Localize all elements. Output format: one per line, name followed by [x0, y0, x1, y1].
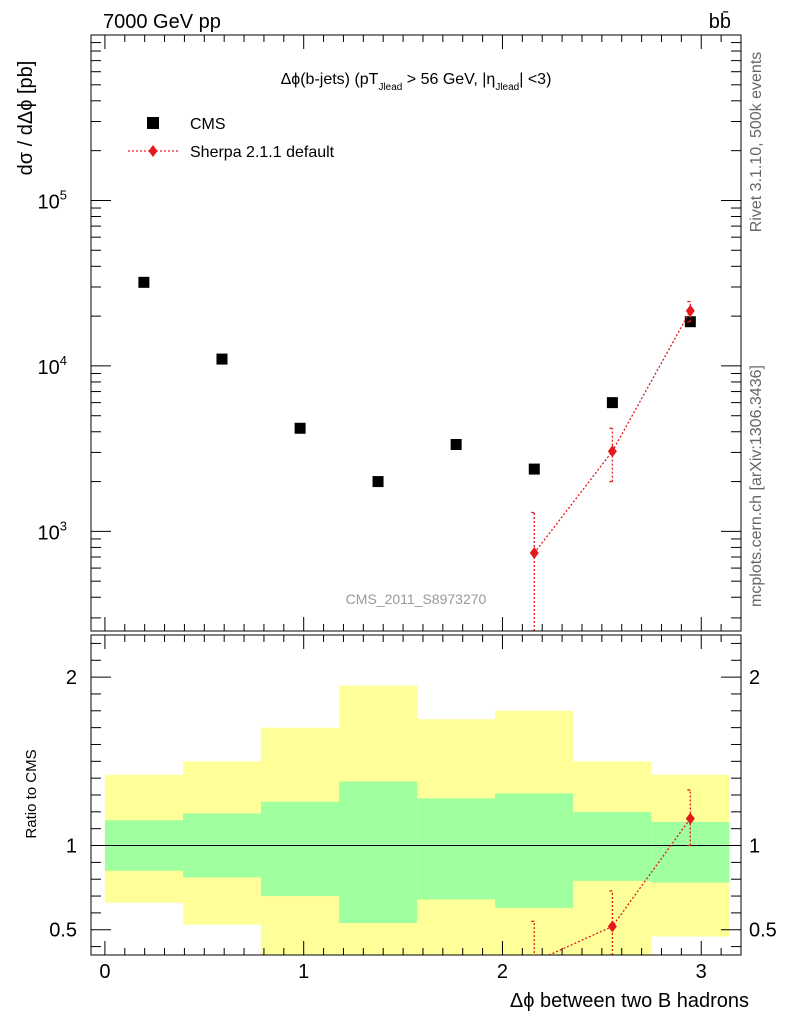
ratio-ytick-label-right: 1	[749, 836, 760, 858]
cms-point	[216, 353, 228, 365]
ratio-xlabel: Δϕ between two B hadrons	[510, 990, 749, 1012]
rivet-label: Rivet 3.1.10, 500k events	[748, 52, 765, 233]
sherpa-point	[607, 445, 617, 458]
cms-point	[294, 422, 306, 434]
title-part-a: Δϕ(b-jets) (pT	[281, 71, 379, 88]
ratio-xtick-label: 3	[696, 961, 707, 983]
legend: CMS Sherpa 2.1.1 default	[128, 116, 335, 161]
ratio-bands-layer	[91, 685, 741, 955]
header-left: 7000 GeV pp	[103, 11, 221, 33]
ratio-ytick-label-left: 1	[66, 836, 77, 858]
header-right: bb̄	[709, 10, 731, 33]
cms-point	[528, 463, 540, 475]
cms-point	[138, 276, 150, 288]
inner-band-bin	[651, 821, 730, 883]
mcplots-label: mcplots.cern.ch [arXiv:1306.3436]	[748, 365, 765, 607]
ratio-ytick-label-right: 2	[749, 667, 760, 689]
main-ylabel: dσ / dΔϕ [pb]	[15, 61, 37, 176]
title-sub-1: Jlead	[378, 82, 402, 93]
ratio-xtick-label: 2	[497, 961, 508, 983]
sherpa-point	[607, 920, 617, 933]
sherpa-point	[530, 956, 539, 968]
cms-point	[372, 476, 384, 488]
inner-band-bin	[260, 801, 340, 897]
cms-point	[606, 397, 618, 409]
legend-sherpa-marker	[148, 145, 158, 157]
main-ytick-label: 104	[38, 353, 67, 379]
ratio-ytick-label-left: 2	[66, 667, 77, 689]
ratio-ytick-label-right: 0.5	[749, 920, 777, 942]
sherpa-point	[685, 812, 695, 825]
sherpa-point	[529, 547, 539, 560]
legend-cms-marker	[147, 117, 159, 129]
ratio-ylabel: Ratio to CMS	[23, 749, 40, 838]
ratio-data-layer	[530, 789, 695, 968]
main-data-layer	[138, 276, 696, 631]
ratio-ytick-label-left: 0.5	[49, 920, 77, 942]
title-part-e: | <3)	[519, 71, 551, 88]
inner-band-bin	[573, 811, 652, 881]
ratio-ticks: 0 1 2 3 0.5 0.5 1 1 2 2	[49, 635, 777, 983]
main-frame	[90, 34, 742, 632]
inner-band-bin	[417, 798, 496, 900]
main-ticks: 103 104 105	[38, 34, 742, 631]
chart-title: Δϕ(b-jets) (pTJlead > 56 GeV, |ηJlead| <…	[281, 71, 552, 93]
ratio-xtick-label: 1	[298, 961, 309, 983]
inner-band-bin	[495, 793, 574, 908]
inner-band-bin	[339, 781, 418, 923]
title-sub-2: Jlead	[495, 82, 519, 93]
ratio-xtick-label: 0	[99, 961, 110, 983]
cms-point	[450, 439, 462, 451]
analysis-watermark: CMS_2011_S8973270	[346, 591, 487, 607]
main-ytick-label: 105	[38, 187, 67, 213]
sherpa-point	[685, 304, 695, 317]
legend-sherpa-label: Sherpa 2.1.1 default	[190, 144, 335, 161]
title-part-c: > 56 GeV, |η	[402, 71, 495, 88]
main-ytick-label: 103	[38, 518, 67, 544]
legend-cms-label: CMS	[190, 116, 226, 133]
